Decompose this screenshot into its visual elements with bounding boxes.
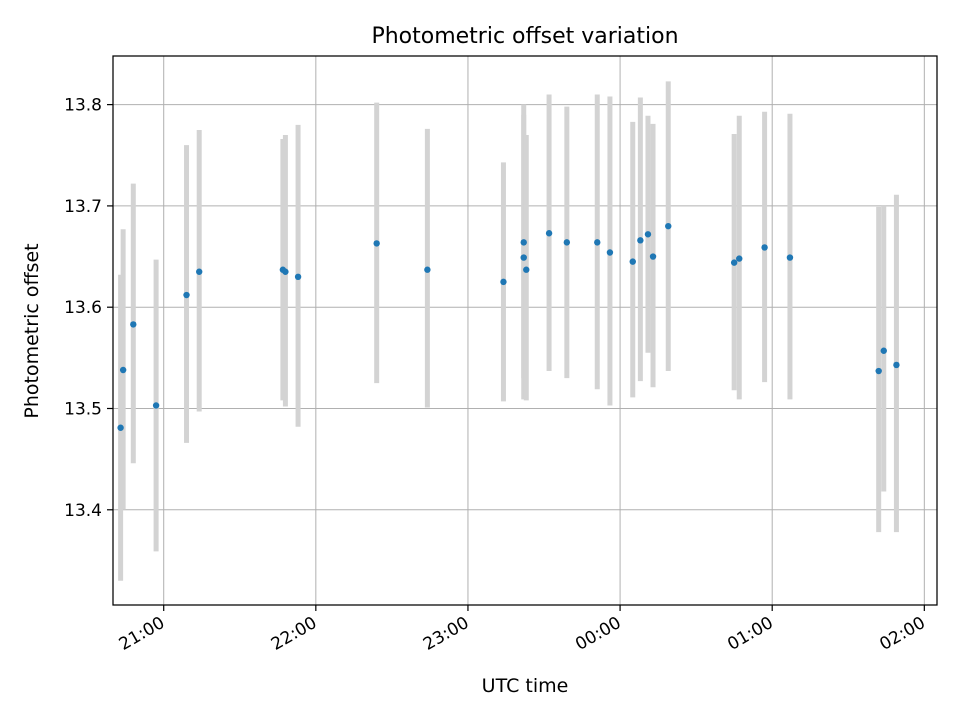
data-point — [196, 268, 203, 275]
data-point — [875, 367, 882, 375]
point-layer — [117, 222, 900, 431]
errorbar-layer — [118, 81, 899, 581]
tick-layer: 21:00 22:00 23:00 00:00 01:00 02:00 13.4 13.5 13… — [64, 96, 929, 655]
data-point — [649, 253, 657, 260]
y-tick-label: 13.5 — [64, 399, 102, 419]
chart-title: Photometric offset variation — [371, 24, 678, 49]
x-tick-label: 21:00 — [116, 613, 168, 655]
y-tick-label: 13.8 — [64, 96, 102, 116]
data-point — [563, 239, 571, 246]
x-tick-label: 00:00 — [572, 613, 624, 655]
data-point — [629, 258, 636, 265]
data-point — [152, 402, 160, 409]
data-point — [373, 240, 380, 247]
x-axis-label: UTC time — [482, 675, 569, 697]
x-tick-label: 02:00 — [876, 613, 928, 655]
data-point — [500, 278, 507, 286]
data-point — [119, 366, 127, 374]
data-point — [117, 424, 124, 431]
data-point — [523, 266, 530, 273]
data-point — [893, 361, 900, 369]
y-tick-label: 13.6 — [64, 298, 102, 318]
data-point — [594, 239, 601, 246]
data-point — [786, 254, 794, 261]
data-point — [644, 231, 652, 238]
data-point — [736, 255, 743, 262]
x-tick-label: 23:00 — [420, 613, 472, 655]
data-point — [545, 230, 553, 237]
data-point — [294, 273, 302, 281]
data-point — [880, 347, 887, 354]
data-point — [520, 239, 527, 246]
y-tick-label: 13.7 — [64, 197, 102, 217]
x-tick-label: 22:00 — [268, 613, 320, 655]
data-point — [282, 268, 289, 275]
x-tick-label: 01:00 — [724, 613, 776, 655]
y-tick-label: 13.4 — [64, 501, 102, 521]
data-point — [730, 259, 738, 266]
data-point — [183, 291, 190, 299]
data-point — [637, 237, 644, 244]
data-point — [130, 321, 137, 328]
y-axis-label: Photometric offset — [21, 243, 43, 418]
data-point — [424, 266, 431, 273]
data-point — [761, 244, 768, 251]
axes-frame — [112, 55, 938, 606]
data-point — [606, 249, 614, 256]
data-point — [665, 222, 672, 230]
data-point — [520, 254, 527, 261]
